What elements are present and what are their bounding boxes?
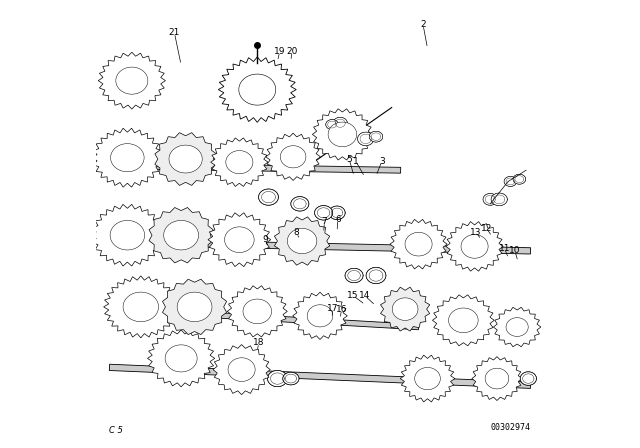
Polygon shape [123,292,159,322]
Polygon shape [287,228,317,254]
Text: 5: 5 [346,155,352,164]
Polygon shape [461,235,488,258]
Text: 1: 1 [353,157,358,166]
Text: 9: 9 [262,235,268,244]
Polygon shape [226,151,253,174]
Polygon shape [225,227,254,253]
Polygon shape [292,292,348,340]
Polygon shape [329,206,345,220]
Polygon shape [149,207,213,263]
Polygon shape [227,286,287,337]
Text: 6: 6 [335,215,340,224]
Polygon shape [392,298,418,320]
Polygon shape [491,193,508,206]
Polygon shape [283,372,299,385]
Polygon shape [326,120,339,129]
Polygon shape [369,131,383,142]
Polygon shape [111,144,144,172]
Polygon shape [345,268,363,283]
Polygon shape [169,145,202,173]
Polygon shape [312,109,372,160]
Polygon shape [105,163,401,173]
Polygon shape [400,355,455,402]
Text: 00302974: 00302974 [490,423,530,432]
Polygon shape [228,358,255,381]
Text: 16: 16 [336,305,348,314]
Polygon shape [104,276,178,338]
Text: 18: 18 [253,338,264,347]
Polygon shape [239,74,276,105]
Polygon shape [472,357,522,401]
Text: 12: 12 [481,224,492,233]
Polygon shape [208,213,271,267]
Polygon shape [155,133,216,185]
Polygon shape [506,318,528,336]
Polygon shape [211,138,268,186]
Polygon shape [259,189,278,205]
Polygon shape [433,295,494,346]
Polygon shape [358,132,374,146]
Polygon shape [109,364,531,388]
Text: 21: 21 [169,28,180,37]
Text: 19: 19 [274,47,285,56]
Polygon shape [381,287,429,331]
Polygon shape [266,133,321,181]
Polygon shape [213,345,270,395]
Text: 14: 14 [359,291,371,300]
Text: 13: 13 [470,228,482,237]
Polygon shape [415,367,440,390]
Polygon shape [110,220,145,250]
Polygon shape [520,372,536,385]
Text: 11: 11 [499,244,510,253]
Polygon shape [485,368,509,389]
Text: 20: 20 [286,47,298,56]
Polygon shape [504,177,516,186]
Polygon shape [315,206,333,220]
Polygon shape [366,267,386,284]
Polygon shape [405,233,432,256]
Polygon shape [513,174,525,184]
Text: 10: 10 [509,246,520,255]
Polygon shape [148,330,215,387]
Text: 3: 3 [379,157,385,166]
Polygon shape [493,307,541,347]
Polygon shape [91,204,164,266]
Text: 8: 8 [294,228,300,237]
Polygon shape [280,146,306,168]
Polygon shape [92,128,163,187]
Polygon shape [483,194,497,205]
Text: 7: 7 [322,217,327,226]
Polygon shape [333,117,348,129]
Polygon shape [109,306,419,330]
Polygon shape [268,370,287,387]
Text: C 5: C 5 [109,426,124,435]
Polygon shape [291,197,309,211]
Polygon shape [165,345,197,372]
Polygon shape [164,220,198,250]
Polygon shape [99,52,165,109]
Polygon shape [243,299,271,323]
Polygon shape [307,305,333,327]
Text: 17: 17 [327,304,339,313]
Polygon shape [275,217,330,265]
Polygon shape [163,279,227,335]
Polygon shape [328,122,356,146]
Polygon shape [446,222,503,271]
Polygon shape [116,67,148,94]
Polygon shape [218,57,296,122]
Text: 2: 2 [420,20,426,29]
Polygon shape [177,292,212,322]
Polygon shape [449,308,478,332]
Text: 15: 15 [348,291,359,300]
Polygon shape [105,239,531,254]
Polygon shape [390,220,447,269]
